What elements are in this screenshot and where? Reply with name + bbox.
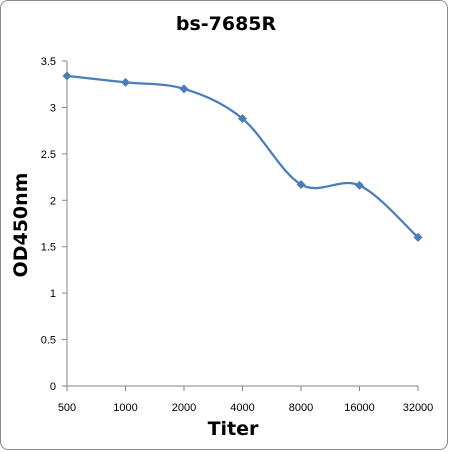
y-tick-label: 2.5 [41, 149, 56, 161]
series-markers [62, 71, 423, 242]
data-point-marker [413, 232, 423, 242]
x-tick-group: 500 1000 2000 4000 8000 16000 32000 [58, 386, 433, 414]
x-tick-label: 16000 [344, 402, 375, 414]
y-tick-label: 0 [50, 381, 56, 393]
x-tick-label: 2000 [172, 402, 196, 414]
series-line [66, 74, 419, 239]
y-tick-label: 1.5 [41, 242, 56, 254]
x-tick-label: 500 [58, 402, 76, 414]
data-point-marker [238, 114, 247, 124]
y-tick-label: 3 [50, 102, 56, 114]
y-tick-label: 1 [50, 288, 56, 300]
x-tick-label: 32000 [403, 402, 434, 414]
chart-title: bs-7685R [176, 13, 277, 35]
y-axis-title: OD450nm [10, 173, 32, 278]
x-axis-title: Titer [208, 418, 259, 440]
data-point-marker [355, 180, 364, 190]
y-tick-group: 0 0.5 1 1.5 2 2.5 3 3.5 [41, 56, 67, 393]
y-tick-label: 0.5 [41, 335, 56, 347]
data-point-marker [179, 84, 189, 94]
x-tick-label: 4000 [230, 402, 254, 414]
y-tick-label: 3.5 [41, 56, 56, 68]
y-tick-label: 2 [50, 195, 56, 207]
data-point-marker [121, 77, 130, 87]
data-point-marker [296, 180, 306, 189]
x-tick-label: 1000 [113, 402, 137, 414]
x-tick-label: 8000 [289, 402, 313, 414]
data-point-marker [62, 71, 72, 81]
